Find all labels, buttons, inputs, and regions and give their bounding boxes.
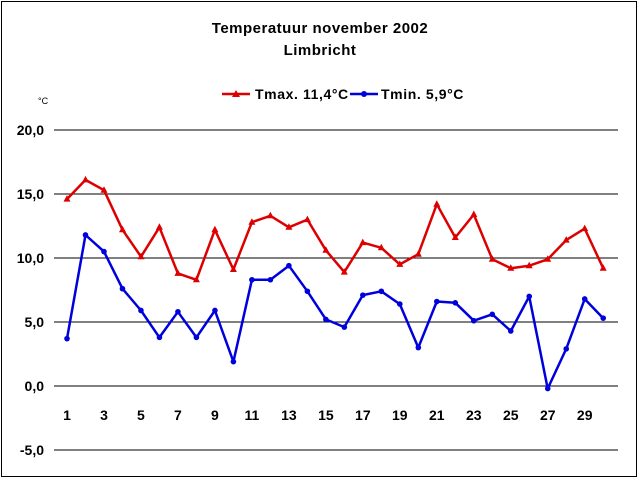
data-point-tmax [562, 236, 570, 243]
x-tick-label: 15 [318, 407, 334, 423]
y-axis-ticks: 20,0 15,0 10,0 5,0 0,0 -5,0 [17, 122, 44, 458]
data-point-tmin [600, 315, 607, 321]
x-tick-label: 11 [244, 407, 259, 423]
x-tick-label: 3 [100, 407, 108, 423]
y-tick-label: 20,0 [17, 122, 44, 138]
data-point-tmin [378, 288, 385, 295]
data-point-tmin [286, 262, 292, 269]
data-point-tmin [544, 385, 551, 392]
data-point-tmin [489, 311, 496, 318]
data-point-tmax [470, 210, 478, 217]
legend-tmin-marker [361, 91, 367, 97]
x-tick-label: 29 [577, 407, 593, 423]
y-tick-label: 15,0 [17, 186, 44, 202]
data-point-tmax [174, 269, 182, 276]
data-point-tmin [249, 276, 255, 283]
data-point-tmax [192, 275, 200, 283]
chart-title: Temperatuur november 2002 [212, 20, 428, 37]
data-point-tmin [193, 334, 200, 341]
data-point-tmin [230, 358, 237, 365]
data-point-tmin [341, 324, 348, 330]
legend-tmax-marker [232, 90, 240, 97]
data-point-tmax [507, 264, 515, 271]
chart-subtitle: Limbricht [284, 42, 357, 59]
data-point-tmin [360, 292, 366, 298]
x-tick-label: 19 [392, 407, 408, 423]
data-point-tmin [563, 346, 570, 352]
data-point-tmax [137, 252, 145, 260]
data-point-tmax [488, 255, 496, 262]
data-point-tmax [119, 225, 126, 233]
data-point-tmin [119, 285, 126, 292]
data-point-tmax [340, 268, 348, 275]
data-point-tmax [82, 175, 89, 183]
data-point-tmax [303, 215, 311, 223]
y-axis-unit: °C [38, 96, 49, 106]
data-point-tmin [323, 316, 329, 323]
x-tick-label: 27 [540, 407, 556, 423]
data-point-tmin [581, 296, 588, 302]
data-point-tmin [64, 335, 70, 342]
x-tick-label: 23 [466, 407, 482, 423]
data-point-tmax [211, 225, 219, 233]
data-point-tmin [156, 334, 163, 341]
data-point-tmax [451, 233, 459, 240]
data-point-tmin [175, 308, 181, 315]
data-point-tmin [82, 232, 89, 238]
data-point-tmax [599, 264, 607, 271]
x-tick-label: 13 [281, 407, 297, 423]
data-point-tmax [155, 223, 163, 230]
y-tick-label: 10,0 [17, 250, 44, 266]
series-line-tmax [66, 178, 605, 282]
data-point-tmax [266, 211, 274, 219]
data-point-tmin [526, 293, 533, 300]
legend: Tmax. 11,4°C Tmin. 5,9°C [222, 86, 464, 102]
data-point-tmin [452, 300, 459, 306]
x-tick-label: 9 [211, 407, 219, 423]
x-tick-label: 21 [429, 407, 445, 423]
data-point-tmax [248, 218, 256, 225]
x-tick-label: 5 [137, 407, 145, 423]
data-point-tmax [377, 243, 385, 251]
data-point-tmin [267, 276, 274, 283]
data-point-tmax [396, 260, 404, 267]
data-point-tmin [470, 317, 477, 324]
data-point-tmin [304, 288, 311, 295]
data-point-tmax [433, 200, 441, 207]
data-point-tmin [397, 301, 403, 307]
legend-tmax-label: Tmax. 11,4°C [255, 86, 349, 102]
data-point-tmax [359, 238, 367, 246]
data-point-tmax [544, 255, 552, 262]
data-point-tmin [415, 344, 422, 351]
x-tick-label: 25 [503, 407, 519, 423]
legend-tmin-label: Tmin. 5,9°C [381, 86, 464, 102]
y-tick-label: 5,0 [25, 314, 45, 330]
data-point-tmax [414, 250, 422, 257]
data-point-tmax [525, 261, 533, 269]
data-point-tmin [212, 307, 218, 314]
data-point-tmin [101, 248, 107, 255]
y-tick-label: 0,0 [25, 378, 45, 394]
series-lines [63, 175, 607, 392]
data-point-tmin [507, 328, 514, 334]
x-tick-label: 17 [355, 407, 371, 423]
data-point-tmin [138, 307, 144, 314]
data-point-tmax [322, 246, 330, 253]
x-tick-label: 1 [63, 407, 71, 423]
y-tick-label: -5,0 [20, 442, 44, 458]
gridlines [54, 129, 618, 451]
x-tick-label: 7 [174, 407, 182, 423]
data-point-tmax [100, 186, 108, 193]
series-line-tmin [65, 233, 605, 390]
data-point-tmax [229, 265, 237, 272]
data-point-tmax [63, 195, 71, 202]
data-point-tmax [581, 224, 589, 232]
x-axis-ticks: 1 3 5 7 9 11 13 15 17 19 21 23 25 27 29 [63, 407, 593, 423]
data-point-tmax [285, 223, 293, 230]
data-point-tmin [433, 298, 440, 305]
